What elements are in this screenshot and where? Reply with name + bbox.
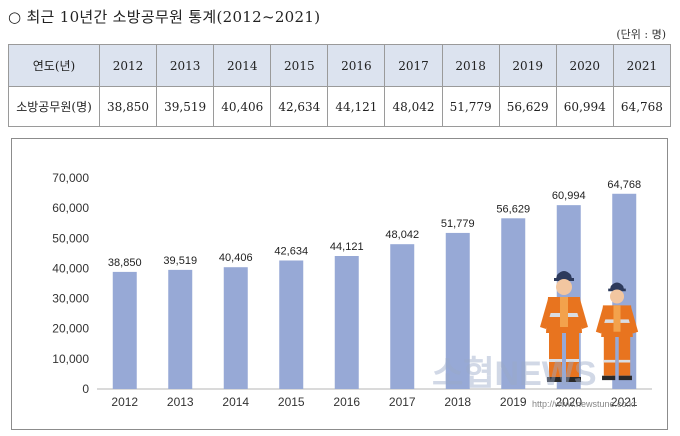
- cell-value-2018: 51,779: [441, 86, 500, 127]
- x-tick-label: 2016: [333, 395, 360, 409]
- bar: [501, 218, 526, 389]
- watermark-url: http://www.newstune.co.kr: [532, 399, 637, 409]
- x-tick-label: 2012: [111, 395, 138, 409]
- bar: [334, 256, 359, 389]
- chart-container: 0 10,000 20,000 30,000 40,000 50,000 60,000 70,…: [11, 138, 668, 430]
- y-tick-label: 40,000: [52, 261, 89, 275]
- data-label: 64,768: [607, 179, 641, 191]
- cell-value-2019: 56,629: [498, 86, 557, 127]
- y-tick-label: 60,000: [52, 201, 89, 215]
- y-tick-label: 50,000: [52, 231, 89, 245]
- x-tick-label: 2013: [167, 395, 194, 409]
- bar: [390, 244, 415, 389]
- cell-value-2016: 44,121: [327, 86, 386, 127]
- data-label: 44,121: [330, 241, 364, 253]
- bar-chart: 0 10,000 20,000 30,000 40,000 50,000 60,000 70,…: [52, 171, 652, 409]
- bar: [445, 232, 470, 389]
- y-tick-label: 30,000: [52, 292, 89, 306]
- firefighter-illustration: [595, 282, 639, 381]
- y-tick-label: 10,000: [52, 352, 89, 366]
- header-year-2016: 2016: [327, 44, 386, 87]
- data-label: 60,994: [552, 190, 586, 202]
- watermark-brand: 소협NEWS: [432, 355, 597, 393]
- header-year-2014: 2014: [213, 44, 272, 87]
- bar: [279, 260, 304, 389]
- y-tick-label: 0: [82, 382, 89, 396]
- header-label: 연도(년): [8, 44, 100, 87]
- cell-value-2013: 39,519: [156, 86, 215, 127]
- data-label: 39,519: [163, 255, 197, 267]
- x-tick-label: 2017: [389, 395, 416, 409]
- data-label: 40,406: [219, 252, 253, 264]
- page-title: ○ 최근 10년간 소방공무원 통계(2012~2021): [8, 8, 321, 26]
- header-year-2013: 2013: [156, 44, 215, 87]
- header-year-2018: 2018: [441, 44, 500, 87]
- cell-value-2020: 60,994: [555, 86, 614, 127]
- cell-value-2015: 42,634: [270, 86, 329, 127]
- stats-table: 연도(년) 2012 2013 2014 2015 2016 2017 2018 2019 20…: [8, 44, 672, 127]
- cell-value-2012: 38,850: [98, 86, 158, 127]
- unit-label: (단위 : 명): [616, 28, 666, 41]
- data-label: 38,850: [108, 257, 142, 269]
- y-tick-label: 20,000: [52, 322, 89, 336]
- x-tick-label: 2018: [444, 395, 471, 409]
- data-label: 51,779: [441, 218, 475, 230]
- bar: [168, 269, 193, 389]
- header-year-2021: 2021: [612, 44, 672, 87]
- x-tick-label: 2020: [555, 395, 582, 409]
- data-label: 56,629: [496, 203, 530, 215]
- cell-value-2014: 40,406: [213, 86, 272, 127]
- bar: [112, 271, 137, 389]
- x-tick-label: 2015: [278, 395, 305, 409]
- firefighter-illustration: [540, 271, 588, 382]
- row-label: 소방공무원(명): [8, 86, 100, 127]
- x-tick-label: 2019: [500, 395, 527, 409]
- header-year-2015: 2015: [270, 44, 329, 87]
- y-tick-label: 70,000: [52, 171, 89, 185]
- header-year-2017: 2017: [384, 44, 443, 87]
- data-label: 42,634: [274, 245, 308, 257]
- header-year-2012: 2012: [98, 44, 158, 87]
- x-tick-label: 2021: [611, 395, 638, 409]
- bar: [223, 267, 248, 389]
- header-year-2019: 2019: [498, 44, 557, 87]
- table-row: 소방공무원(명) 38,850 39,519 40,406 42,634 44,121 4…: [8, 86, 672, 127]
- cell-value-2021: 64,768: [612, 86, 672, 127]
- table-header-row: 연도(년) 2012 2013 2014 2015 2016 2017 2018 2019 20…: [8, 44, 672, 87]
- x-tick-label: 2014: [222, 395, 249, 409]
- cell-value-2017: 48,042: [384, 86, 443, 127]
- header-year-2020: 2020: [555, 44, 614, 87]
- data-label: 48,042: [385, 229, 419, 241]
